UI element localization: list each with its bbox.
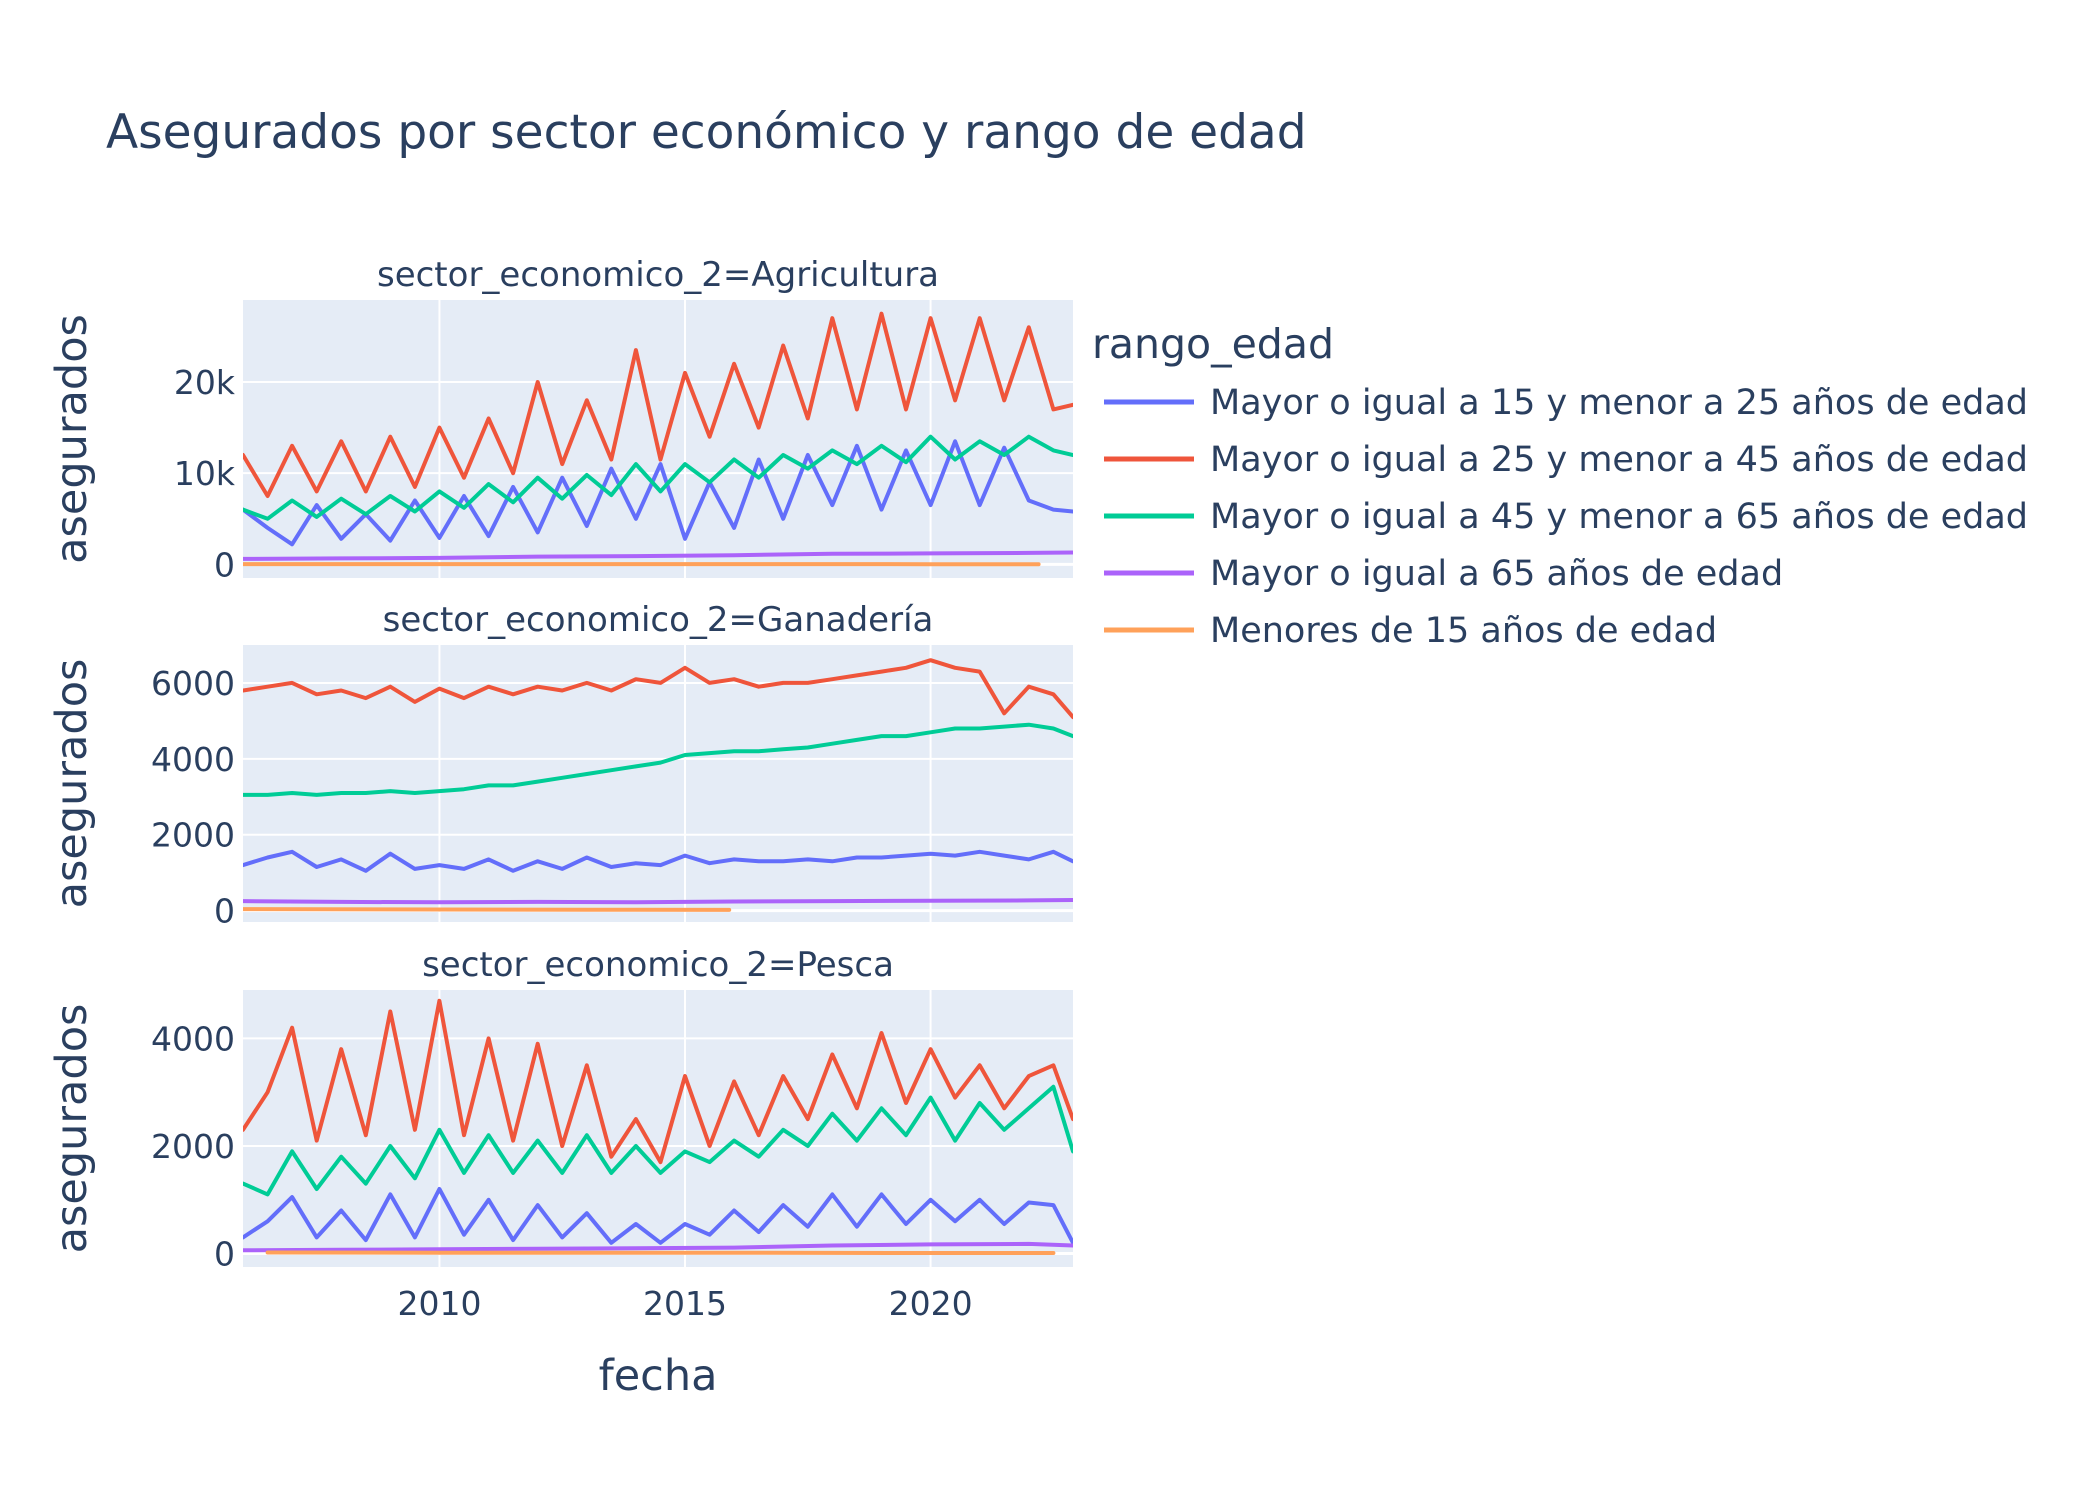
x-tick-label: 2020 — [889, 1284, 973, 1323]
legend: rango_edad Mayor o igual a 15 y menor a … — [1092, 320, 2028, 651]
legend-item[interactable]: Mayor o igual a 65 años de edad — [1104, 554, 1783, 594]
series-line — [243, 658, 1073, 720]
panels: 0 10k 20k sector_economico_2=Agriculturaase… — [47, 255, 1073, 1323]
y-tick-label: 0 — [214, 1235, 235, 1274]
y-tick-label: 6000 — [151, 664, 235, 703]
series-line — [243, 998, 1073, 1165]
y-tick-label: 2000 — [151, 1127, 235, 1166]
series-line — [243, 898, 1073, 905]
series-line — [243, 1084, 1073, 1197]
legend-label: Mayor o igual a 65 años de edad — [1210, 554, 1783, 594]
legend-item[interactable]: Menores de 15 años de edad — [1104, 611, 1717, 651]
y-tick-label: 0 — [214, 545, 235, 584]
series-group — [243, 658, 1073, 912]
legend-label: Mayor o igual a 15 y menor a 25 años de … — [1210, 383, 2028, 423]
series-line — [243, 550, 1073, 561]
y-tick-label: 10k — [174, 454, 236, 493]
legend-label: Mayor o igual a 25 y menor a 45 años de … — [1210, 440, 2028, 480]
y-axis-title: asegurados — [47, 314, 97, 564]
y-tick-label: 2000 — [151, 816, 235, 855]
plot-area — [243, 990, 1073, 1267]
series-line — [243, 434, 1073, 521]
series-group — [243, 998, 1073, 1255]
y-tick-label: 0 — [214, 892, 235, 931]
series-line — [243, 722, 1073, 797]
legend-item[interactable]: Mayor o igual a 15 y menor a 25 años de … — [1104, 383, 2028, 423]
panel-0: 0 10k 20k sector_economico_2=Agriculturaase… — [47, 255, 1073, 584]
series-line — [243, 439, 1073, 547]
series-line — [243, 311, 1073, 498]
legend-label: Mayor o igual a 45 y menor a 65 años de … — [1210, 497, 2028, 537]
y-axis-title: asegurados — [47, 1004, 97, 1254]
y-axis-title: asegurados — [47, 659, 97, 909]
series-line — [243, 907, 732, 912]
panel-1: 0 2000 4000 6000 sector_economico_2=Ganaderí… — [47, 600, 1073, 931]
series-line — [265, 1250, 1056, 1255]
panel-title: sector_economico_2=Ganadería — [383, 600, 934, 640]
legend-item[interactable]: Mayor o igual a 25 y menor a 45 años de … — [1104, 440, 2028, 480]
legend-item[interactable]: Mayor o igual a 45 y menor a 65 años de … — [1104, 497, 2028, 537]
panel-2: 0 2000 4000 sector_economico_2=Pescaasegura… — [47, 945, 1073, 1323]
y-tick-label: 20k — [174, 363, 236, 402]
x-tick-label: 2015 — [643, 1284, 727, 1323]
legend-label: Menores de 15 años de edad — [1210, 611, 1717, 651]
plot-area — [243, 645, 1073, 922]
x-tick-label: 2010 — [397, 1284, 481, 1323]
chart-title: Asegurados por sector económico y rango … — [106, 105, 1307, 160]
y-tick-label: 4000 — [151, 1019, 235, 1058]
y-tick-label: 4000 — [151, 740, 235, 779]
x-axis-title: fecha — [599, 1351, 718, 1401]
series-line — [243, 849, 1073, 873]
plot-area — [243, 300, 1073, 578]
series-group — [243, 311, 1073, 567]
series-line — [243, 1187, 1073, 1245]
legend-title: rango_edad — [1092, 320, 1334, 368]
panel-title: sector_economico_2=Pesca — [422, 945, 894, 985]
panel-title: sector_economico_2=Agricultura — [377, 255, 939, 295]
series-line — [243, 1241, 1073, 1253]
